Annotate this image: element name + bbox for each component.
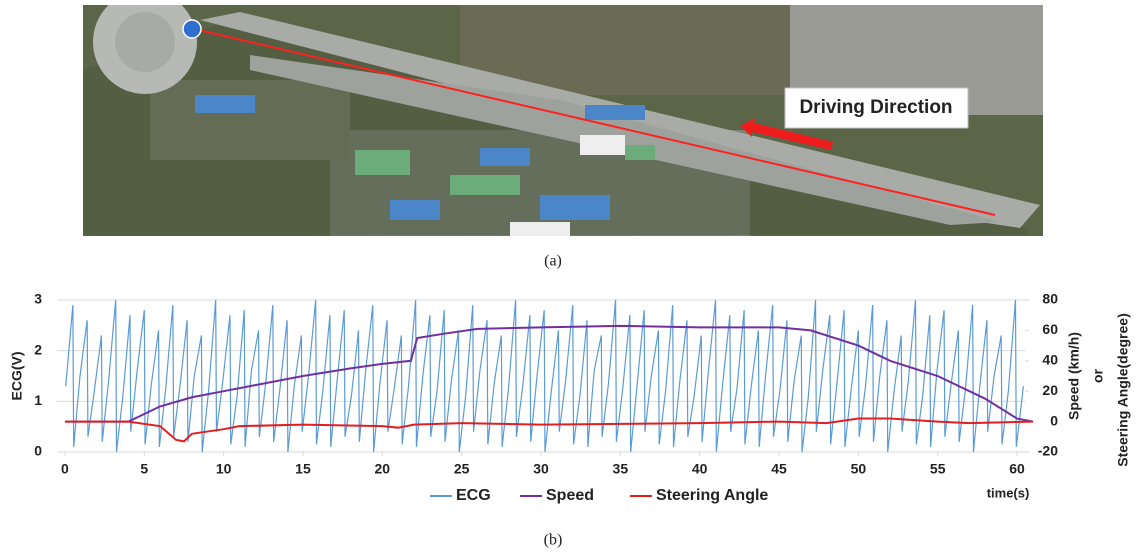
x-tick-label: 50 (851, 461, 867, 477)
legend-label: Steering Angle (656, 487, 768, 504)
x-tick-label: 60 (1009, 461, 1025, 477)
legend-label: ECG (456, 487, 491, 504)
y-tick-label: 2 (34, 341, 42, 357)
y2-tick-label: 0 (1050, 412, 1058, 428)
x-tick-label: 10 (216, 461, 232, 477)
x-tick-label: 40 (692, 461, 708, 477)
x-tick-label: 25 (454, 461, 470, 477)
x-tick-label: 35 (613, 461, 629, 477)
y2-axis-title: or (1090, 368, 1106, 383)
figure: Driving Direction (a) (b) ECG(V) Speed (… (0, 0, 1139, 555)
x-tick-label: 20 (375, 461, 391, 477)
y-tick-label: 0 (34, 443, 42, 459)
annotation: Driving Direction (799, 97, 952, 118)
caption: (b) (544, 532, 563, 549)
y-tick-label: 3 (34, 291, 42, 307)
y2-tick-label: -20 (1038, 443, 1058, 459)
legend-label: Speed (546, 487, 594, 504)
y2-tick-label: 40 (1042, 352, 1058, 368)
y-tick-label: 1 (34, 392, 42, 408)
y2-tick-label: 80 (1042, 291, 1058, 307)
x-tick-label: 15 (295, 461, 311, 477)
series-line (66, 300, 1024, 452)
x-tick-label: 55 (930, 461, 946, 477)
y2-tick-label: 20 (1042, 382, 1058, 398)
x-tick-label: 5 (140, 461, 148, 477)
y2-axis-title: Speed (km/h) (1066, 332, 1082, 420)
x-tick-label: 0 (61, 461, 69, 477)
y-axis-title: ECG(V) (9, 352, 25, 401)
y2-axis-title: Steering Angle(degree) (1115, 313, 1131, 467)
y2-tick-label: 60 (1042, 321, 1058, 337)
aerial-photo (83, 0, 1043, 240)
x-tick-label: 45 (771, 461, 787, 477)
caption: (a) (544, 253, 562, 270)
x-tick-label: 30 (533, 461, 549, 477)
x-axis-title: time(s) (987, 485, 1030, 500)
